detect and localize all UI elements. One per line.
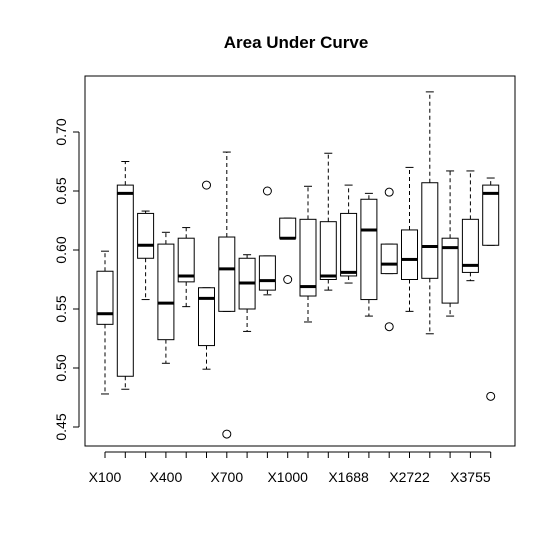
box-X3755 <box>461 170 479 282</box>
box-X1200 <box>299 185 317 323</box>
outlier-point <box>384 187 394 197</box>
boxes-group <box>96 91 500 439</box>
box-X3300 <box>441 170 459 317</box>
x-tick-label: X400 <box>150 469 183 485</box>
x-tick-label: X3755 <box>450 469 491 485</box>
iqr-box <box>198 287 215 347</box>
iqr-box <box>401 229 418 281</box>
box-X300 <box>137 210 155 301</box>
y-tick-label: 0.45 <box>53 413 69 440</box>
box-X900 <box>258 186 276 296</box>
box-X200 <box>116 161 134 390</box>
box-X1688 <box>340 184 358 284</box>
y-tick-label: 0.60 <box>53 236 69 263</box>
iqr-box <box>299 218 317 297</box>
box-X1900 <box>360 192 378 317</box>
outlier-point <box>222 429 232 439</box>
y-tick-label: 0.50 <box>53 354 69 381</box>
iqr-box <box>279 217 297 239</box>
iqr-box <box>96 270 114 325</box>
box-X700 <box>218 151 236 439</box>
outlier-point <box>384 322 394 332</box>
box-X4000 <box>482 177 500 401</box>
x-axis: X100 X400 X700 X1000 X1688 X2722 X3755 <box>89 451 492 485</box>
iqr-box <box>116 184 134 377</box>
iqr-box <box>461 218 479 273</box>
outlier-point <box>486 391 496 401</box>
outlier-point <box>202 180 211 190</box>
y-tick-label: 0.65 <box>53 177 69 204</box>
iqr-box <box>319 221 337 280</box>
box-X800 <box>238 254 256 332</box>
box-X100 <box>96 250 114 395</box>
iqr-box <box>258 255 276 291</box>
outlier-point <box>283 275 293 284</box>
outlier-point <box>262 186 272 196</box>
y-axis: 0.45 0.50 0.55 0.60 0.65 0.70 <box>53 118 80 441</box>
plot-frame <box>84 75 516 447</box>
chart-title: Area Under Curve <box>224 33 369 52</box>
iqr-box <box>441 237 459 304</box>
x-tick-label: X100 <box>89 469 122 485</box>
box-X3000 <box>421 91 439 335</box>
iqr-box <box>380 243 398 275</box>
iqr-box <box>218 236 236 312</box>
iqr-box <box>177 237 195 283</box>
y-tick-label: 0.70 <box>53 118 69 145</box>
x-tick-label: X1000 <box>267 469 308 485</box>
iqr-box <box>360 198 378 301</box>
iqr-box <box>340 212 358 277</box>
box-X500 <box>177 227 195 308</box>
box-X1400 <box>319 152 337 291</box>
iqr-box <box>157 243 175 341</box>
box-X600 <box>198 180 215 370</box>
x-tick-label: X2722 <box>389 469 430 485</box>
box-X2722 <box>401 166 418 312</box>
box-X400 <box>157 231 175 364</box>
iqr-box <box>482 184 500 246</box>
iqr-box <box>421 182 439 279</box>
x-tick-label: X1688 <box>328 469 369 485</box>
box-X1000 <box>279 217 297 284</box>
y-tick-label: 0.55 <box>53 295 69 322</box>
box-X2200 <box>380 187 398 332</box>
x-tick-label: X700 <box>210 469 243 485</box>
iqr-box <box>137 212 155 259</box>
